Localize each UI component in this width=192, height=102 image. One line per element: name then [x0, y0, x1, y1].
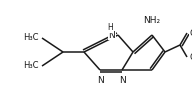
Text: N: N	[108, 30, 115, 39]
Text: NH₂: NH₂	[143, 16, 161, 25]
Text: N: N	[97, 76, 103, 85]
Text: O: O	[190, 28, 192, 38]
Text: H₃C: H₃C	[23, 62, 39, 70]
Text: OH: OH	[190, 53, 192, 62]
Text: H₃C: H₃C	[23, 33, 39, 43]
Text: H: H	[107, 23, 113, 33]
Text: N: N	[119, 76, 125, 85]
